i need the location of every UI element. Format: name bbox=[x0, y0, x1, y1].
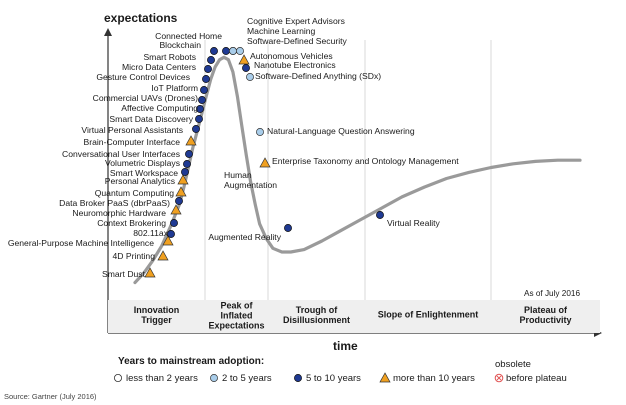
tech-marker bbox=[170, 219, 178, 227]
tech-label: Software-Defined Anything (SDx) bbox=[255, 71, 381, 81]
technology-points: Smart Dust 4D Printing General-Purpose Mac… bbox=[8, 16, 459, 279]
tech-marker bbox=[175, 186, 187, 197]
tech-marker bbox=[246, 73, 254, 81]
tech-marker bbox=[185, 135, 197, 146]
tech-marker bbox=[157, 250, 169, 261]
tech-marker bbox=[144, 267, 156, 278]
phase-dividers bbox=[204, 40, 492, 333]
tech-label: General-Purpose Machine Intelligence bbox=[8, 238, 154, 248]
tech-label: Smart Data Discovery bbox=[109, 114, 193, 124]
tech-label: Natural-Language Question Answering bbox=[267, 126, 415, 136]
tech-marker bbox=[256, 128, 264, 136]
tech-marker bbox=[162, 235, 174, 246]
legend-marker bbox=[294, 374, 302, 382]
tech-marker bbox=[183, 160, 191, 168]
phase-label: Inflated bbox=[220, 311, 252, 321]
tech-label: Smart Dust bbox=[102, 269, 146, 279]
tech-marker bbox=[210, 47, 218, 55]
legend-title: Years to mainstream adoption: bbox=[118, 356, 264, 367]
legend-label: less than 2 years bbox=[126, 373, 198, 384]
tech-label: Augmented Reality bbox=[208, 232, 281, 242]
legend-label: before plateau bbox=[506, 373, 567, 384]
phase-label: Trigger bbox=[141, 315, 172, 325]
tech-label: Nanotube Electronics bbox=[254, 60, 336, 70]
tech-label: Gesture Control Devices bbox=[96, 72, 190, 82]
tech-label: Neuromorphic Hardware bbox=[72, 208, 166, 218]
tech-label: Virtual Reality bbox=[387, 218, 441, 228]
y-axis-label: expectations bbox=[104, 11, 178, 25]
tech-label-human-augmentation: Human Augmentation bbox=[224, 170, 277, 190]
tech-marker bbox=[376, 211, 384, 219]
tech-label: Conversational User Interfaces bbox=[62, 149, 180, 159]
phase-label: Peak of bbox=[220, 301, 253, 311]
tech-marker bbox=[181, 168, 189, 176]
tech-label: Software-Defined Security bbox=[247, 36, 348, 46]
tech-label: Brain-Computer Interface bbox=[84, 137, 181, 147]
tech-marker bbox=[192, 125, 200, 133]
tech-label: 802.11ax bbox=[133, 228, 168, 238]
tech-label: Autonomous Vehicles bbox=[250, 51, 333, 61]
tech-marker bbox=[259, 157, 271, 168]
tech-label: 4D Printing bbox=[112, 251, 155, 261]
tech-label: Commercial UAVs (Drones) bbox=[93, 93, 199, 103]
legend-label: more than 10 years bbox=[393, 373, 475, 384]
legend-label: 2 to 5 years bbox=[222, 373, 272, 384]
tech-label: Machine Learning bbox=[247, 26, 316, 36]
tech-marker bbox=[198, 96, 206, 104]
tech-label: Quantum Computing bbox=[95, 188, 175, 198]
tech-label: IoT Platform bbox=[151, 83, 198, 93]
tech-marker bbox=[167, 230, 175, 238]
tech-label: Context Brokering bbox=[97, 218, 166, 228]
y-axis-arrow bbox=[104, 28, 112, 36]
phase-label: Expectations bbox=[208, 321, 264, 331]
as-of-note: As of July 2016 bbox=[524, 289, 580, 298]
tech-marker bbox=[204, 65, 212, 73]
phase-label: Plateau of bbox=[524, 305, 568, 315]
tech-marker bbox=[238, 54, 250, 65]
tech-marker bbox=[229, 47, 237, 55]
legend-marker bbox=[210, 374, 218, 382]
tech-marker bbox=[195, 115, 203, 123]
tech-marker bbox=[236, 47, 244, 55]
tech-label: Blockchain bbox=[159, 40, 201, 50]
phase-label: Innovation bbox=[134, 305, 180, 315]
tech-label: Connected Home bbox=[155, 31, 222, 41]
legend-marker bbox=[379, 372, 391, 383]
tech-marker bbox=[185, 150, 193, 158]
legend-label: 5 to 10 years bbox=[306, 373, 361, 384]
legend: Years to mainstream adoption: less than … bbox=[114, 356, 567, 384]
tech-marker bbox=[242, 64, 250, 72]
tech-marker bbox=[170, 204, 182, 215]
tech-marker bbox=[202, 75, 210, 83]
legend-marker bbox=[114, 373, 123, 382]
phase-label: Disillusionment bbox=[283, 315, 350, 325]
phase-label: Trough of bbox=[296, 305, 338, 315]
tech-label: Volumetric Displays bbox=[105, 158, 180, 168]
tech-label: Enterprise Taxonomy and Ontology Managem… bbox=[272, 156, 459, 166]
tech-marker bbox=[177, 174, 189, 185]
tech-label: Cognitive Expert Advisors bbox=[247, 16, 345, 26]
phase-label: Productivity bbox=[519, 315, 571, 325]
tech-marker bbox=[207, 56, 215, 64]
tech-label: Smart Robots bbox=[143, 52, 196, 62]
tech-marker bbox=[222, 47, 230, 55]
tech-marker bbox=[200, 86, 208, 94]
source-note: Source: Gartner (July 2016) bbox=[4, 392, 97, 401]
tech-label: Virtual Personal Assistants bbox=[81, 125, 183, 135]
x-axis-label: time bbox=[333, 339, 358, 353]
tech-marker bbox=[284, 224, 292, 232]
tech-label: Affective Computing bbox=[121, 103, 198, 113]
tech-label: Micro Data Centers bbox=[122, 62, 196, 72]
phase-bar-background bbox=[108, 300, 600, 333]
tech-marker bbox=[196, 105, 204, 113]
obsolete-marker-cross bbox=[496, 375, 502, 381]
legend-label: obsolete bbox=[495, 359, 531, 370]
tech-label: Smart Workspace bbox=[110, 168, 178, 178]
phase-label: Slope of Enlightenment bbox=[378, 310, 479, 320]
tech-marker bbox=[175, 197, 183, 205]
tech-label: Personal Analytics bbox=[105, 176, 175, 186]
tech-label: Data Broker PaaS (dbrPaaS) bbox=[59, 198, 170, 208]
